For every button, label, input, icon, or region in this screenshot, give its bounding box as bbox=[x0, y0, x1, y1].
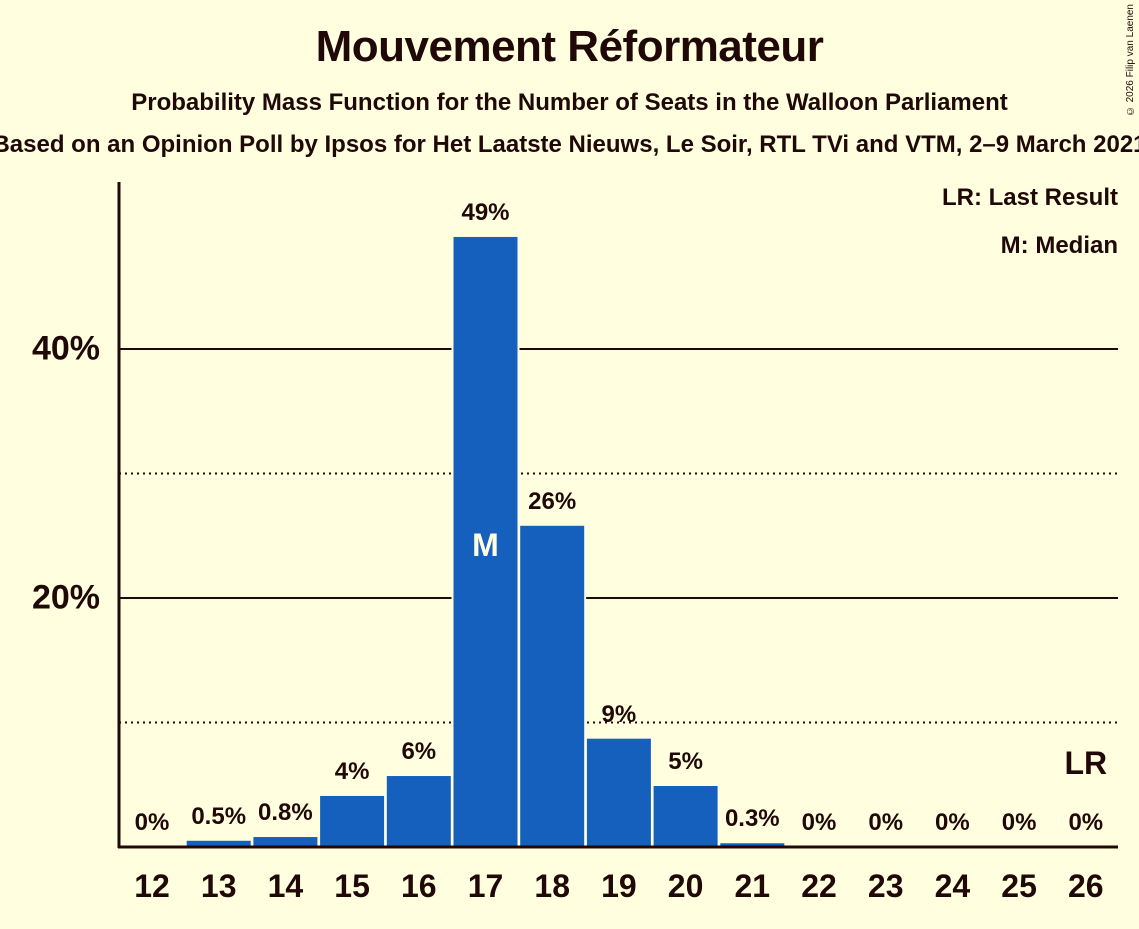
bar-value-label: 9% bbox=[601, 700, 637, 728]
bar-seat-15 bbox=[320, 795, 385, 847]
chart-source: Based on an Opinion Poll by Ipsos for He… bbox=[0, 131, 1139, 158]
bar-value-label: 6% bbox=[401, 738, 437, 766]
bar-value-label: 5% bbox=[668, 747, 703, 775]
x-tick-label: 17 bbox=[467, 868, 504, 904]
x-tick-label: 22 bbox=[801, 868, 837, 904]
x-tick-label: 13 bbox=[200, 868, 237, 904]
x-tick-label: 21 bbox=[734, 868, 771, 904]
bar-value-label: 0% bbox=[868, 809, 904, 836]
median-marker: M bbox=[472, 527, 499, 563]
x-tick-label: 14 bbox=[267, 868, 304, 904]
bar-value-label: 49% bbox=[461, 198, 510, 226]
bar-value-label: 0% bbox=[1001, 809, 1037, 836]
bar-seat-19 bbox=[586, 738, 651, 847]
x-tick-label: 20 bbox=[667, 868, 704, 904]
bar-seat-14 bbox=[253, 837, 318, 847]
bar-value-label: 0% bbox=[935, 809, 970, 836]
bar-seat-17 bbox=[453, 236, 518, 847]
bar-seat-20 bbox=[653, 785, 718, 847]
bar-value-label: 4% bbox=[334, 757, 370, 785]
legend-median: M: Median bbox=[1000, 232, 1118, 259]
x-tick-label: 25 bbox=[1001, 868, 1037, 904]
last-result-marker: LR bbox=[1064, 745, 1108, 781]
y-tick-label: 20% bbox=[31, 578, 100, 617]
bar-value-label: 0% bbox=[1068, 809, 1104, 836]
bar-value-label: 0.8% bbox=[258, 799, 313, 827]
x-tick-label: 15 bbox=[334, 868, 370, 904]
bar-seat-18 bbox=[520, 525, 585, 847]
bar-seat-13 bbox=[186, 840, 251, 847]
bar-value-label: 0.5% bbox=[191, 802, 247, 830]
x-tick-label: 18 bbox=[534, 868, 570, 904]
x-tick-label: 23 bbox=[867, 868, 904, 904]
chart-title: Mouvement Réformateur bbox=[315, 22, 824, 71]
bar-seat-16 bbox=[386, 776, 451, 847]
x-tick-label: 24 bbox=[934, 868, 971, 904]
bar-value-label: 0.3% bbox=[724, 805, 780, 833]
chart-subtitle: Probability Mass Function for the Number… bbox=[131, 89, 1008, 116]
bar-value-label: 0% bbox=[134, 809, 170, 836]
bar-value-label: 26% bbox=[528, 487, 577, 515]
bar-value-label: 0% bbox=[801, 809, 837, 836]
legend-last-result: LR: Last Result bbox=[941, 184, 1118, 211]
y-tick-label: 40% bbox=[31, 329, 100, 368]
x-tick-label: 16 bbox=[401, 868, 437, 904]
bar-seat-21 bbox=[720, 843, 785, 847]
x-tick-label: 26 bbox=[1068, 868, 1104, 904]
x-tick-label: 12 bbox=[134, 868, 170, 904]
x-tick-label: 19 bbox=[601, 868, 637, 904]
